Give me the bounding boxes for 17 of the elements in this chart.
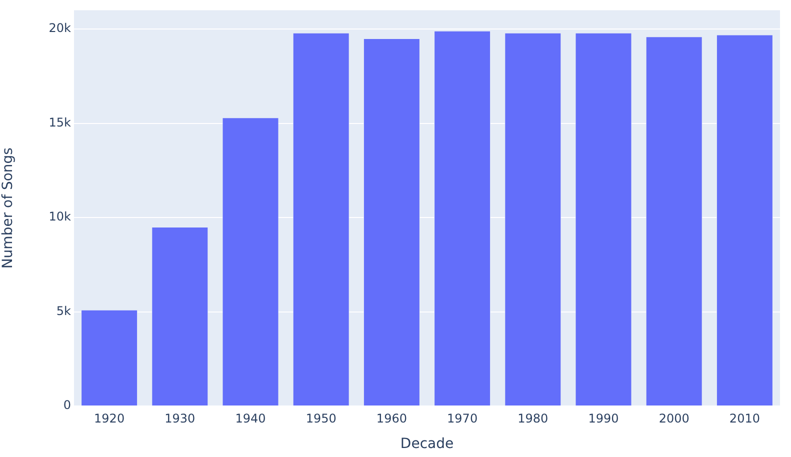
x-tick-label: 2010: [729, 411, 760, 426]
x-tick-label: 1930: [164, 411, 196, 426]
y-tick-label: 10k: [48, 210, 72, 224]
x-tick-label: 1980: [518, 411, 548, 426]
x-tick-label: 1950: [306, 411, 336, 426]
y-tick-label: 5k: [56, 304, 72, 318]
y-tick-label: 20k: [48, 21, 72, 36]
x-tick-label: 1940: [235, 411, 266, 426]
x-tick-label: 1920: [94, 411, 125, 426]
x-tick-label: 1970: [447, 411, 478, 426]
x-tick-label: 1990: [588, 411, 619, 426]
x-axis-title: Decade: [400, 436, 454, 452]
y-tick-label: 15k: [48, 115, 72, 130]
x-tick-label: 1960: [376, 411, 407, 426]
y-tick-label: 0: [63, 398, 71, 412]
y-axis-title: Number of Songs: [0, 148, 16, 269]
x-tick-label: 2000: [658, 411, 690, 426]
